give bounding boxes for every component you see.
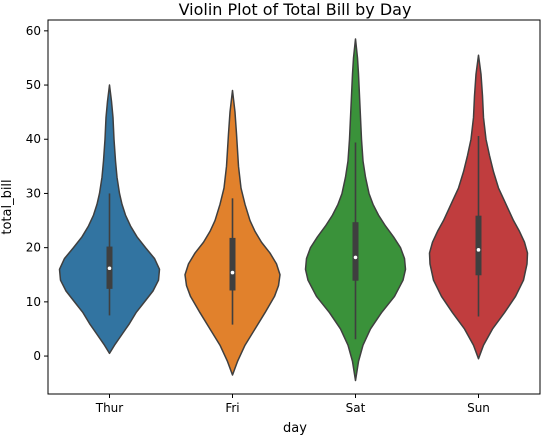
y-tick-label: 20: [26, 241, 41, 255]
violin-sat: [304, 38, 407, 382]
chart-title: Violin Plot of Total Bill by Day: [179, 0, 412, 19]
violin-median-point: [230, 270, 235, 275]
violin-thur: [58, 84, 161, 355]
x-tick-label: Sat: [346, 401, 366, 415]
y-axis-label: total_bill: [0, 179, 15, 234]
x-axis: Thur Fri Sat Sun: [95, 394, 490, 415]
y-tick-label: 40: [26, 132, 41, 146]
violin-iqr-box: [475, 215, 482, 276]
x-tick-label: Thur: [95, 401, 124, 415]
y-axis: 0 10 20 30 40 50 60: [26, 24, 48, 363]
x-tick-label: Sun: [467, 401, 490, 415]
y-tick-label: 30: [26, 186, 41, 200]
plot-area: [58, 38, 529, 382]
violin-median-point: [353, 255, 358, 260]
violin-iqr-box: [229, 237, 236, 291]
x-tick-label: Fri: [225, 401, 239, 415]
violin-median-point: [476, 248, 481, 252]
violin-iqr-box: [352, 222, 359, 281]
y-tick-label: 10: [26, 295, 41, 309]
y-tick-label: 0: [33, 349, 41, 363]
violin-median-point: [107, 266, 112, 271]
violin-fri: [184, 89, 281, 376]
x-axis-label: day: [283, 421, 307, 435]
y-tick-label: 60: [26, 24, 41, 38]
plot-frame: [47, 19, 541, 395]
violin-sun: [428, 54, 529, 360]
y-tick-label: 50: [26, 78, 41, 92]
